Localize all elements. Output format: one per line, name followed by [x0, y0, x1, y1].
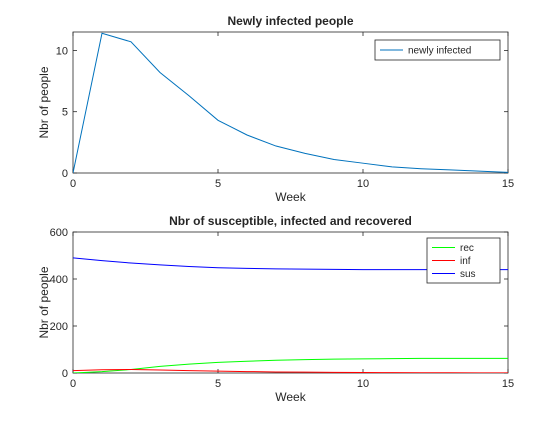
top-chart-xtick-label: 0: [70, 178, 76, 190]
bottom-chart-legend-label: inf: [460, 256, 471, 267]
top-chart-ylabel: Nbr of people: [37, 66, 51, 138]
bottom-chart-legend-label: sus: [460, 269, 476, 280]
top-chart-legend-label: newly infected: [408, 46, 471, 57]
top-chart-legend: newly infected: [374, 39, 501, 61]
bottom-chart-xtick-label: 0: [70, 378, 76, 390]
top-chart-title: Newly infected people: [227, 14, 353, 28]
bottom-chart-xlabel: Week: [275, 390, 306, 404]
bottom-chart-ytick-label: 400: [50, 274, 68, 286]
bottom-chart-ytick-label: 0: [62, 368, 68, 380]
bottom-chart-title: Nbr of susceptible, infected and recover…: [169, 214, 412, 228]
bottom-chart-series-rec: [73, 357, 508, 373]
bottom-chart-ytick-label: 200: [50, 321, 68, 333]
bottom-chart-xtick-label: 15: [502, 378, 514, 390]
top-chart-ytick-label: 5: [62, 107, 68, 119]
top-chart-xtick-label: 10: [357, 178, 369, 190]
top-chart-legend-box: [374, 39, 501, 61]
bottom-chart-legend-label: rec: [460, 243, 474, 254]
bottom-chart-series-inf: [73, 368, 508, 373]
top-chart-ytick-label: 0: [62, 168, 68, 180]
bottom-chart-xtick-label: 10: [357, 378, 369, 390]
bottom-chart-ytick-label: 600: [50, 227, 68, 239]
top-chart-xtick-label: 5: [215, 178, 221, 190]
bottom-chart-xtick-label: 5: [215, 378, 221, 390]
bottom-chart: Nbr of susceptible, infected and recover…: [37, 214, 514, 404]
bottom-chart-ylabel: Nbr of people: [37, 266, 51, 338]
top-chart-series-newly-infected: [73, 32, 508, 173]
top-chart-ytick-label: 10: [56, 45, 68, 57]
top-chart: Newly infected people 0 5 10 15 0 5 10 Week Nbr o…: [37, 14, 514, 204]
top-chart-xtick-label: 15: [502, 178, 514, 190]
top-chart-xlabel: Week: [275, 190, 306, 204]
bottom-chart-legend: rec inf sus: [426, 237, 501, 284]
